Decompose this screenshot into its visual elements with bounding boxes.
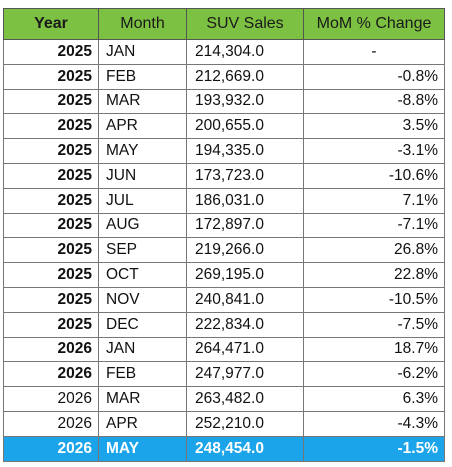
table-row: 2025 DEC 222,834.0 -7.5% xyxy=(3,311,445,338)
table-cell: 18.7% xyxy=(303,336,445,363)
table-cell: APR xyxy=(98,410,187,437)
table-cell: -10.6% xyxy=(303,162,445,189)
column-header: SUV Sales xyxy=(186,8,304,40)
table-cell: JAN xyxy=(98,336,187,363)
table-cell: 2025 xyxy=(3,311,99,338)
table-body: 2025 JAN 214,304.0-2025 FEB 212,669.0 -0.8% 20… xyxy=(3,39,445,462)
table-cell: 269,195.0 xyxy=(186,262,304,288)
table-cell: 172,897.0 xyxy=(186,212,304,239)
table-cell: APR xyxy=(98,113,187,140)
table-row: 2026 JAN 264,471.0 18.7% xyxy=(3,336,445,363)
table-cell: FEB xyxy=(98,361,187,388)
table-cell: 2025 xyxy=(3,162,99,189)
table-cell: 247,977.0 xyxy=(186,361,304,388)
table-cell: DEC xyxy=(98,311,187,338)
table-cell: 2025 xyxy=(3,138,99,164)
table-cell: MAR xyxy=(98,88,187,115)
table-cell: -0.8% xyxy=(303,63,445,90)
table-cell: OCT xyxy=(98,262,187,288)
table-cell: 22.8% xyxy=(303,262,445,288)
table-cell: 240,841.0 xyxy=(186,286,304,313)
table-row: 2026 FEB 247,977.0 -6.2% xyxy=(3,361,445,388)
table-cell: SEP xyxy=(98,237,187,264)
table-row: 2026 MAR 263,482.0 6.3% xyxy=(3,386,445,412)
table-row: 2025 AUG 172,897.0 -7.1% xyxy=(3,212,445,239)
table-container: Year Month SUV Sales MoM % Change 2025 JAN 21… xyxy=(3,8,445,462)
table-cell: 2026 xyxy=(3,386,99,412)
table-cell: 2026 xyxy=(3,336,99,363)
table-cell: 7.1% xyxy=(303,187,445,214)
table-cell: - xyxy=(303,39,445,65)
table-row: 2025 SEP 219,266.0 26.8% xyxy=(3,237,445,264)
sales-table: Year Month SUV Sales MoM % Change 2025 JAN 21… xyxy=(3,8,445,462)
header-row: Year Month SUV Sales MoM % Change xyxy=(3,8,445,40)
table-cell: 2025 xyxy=(3,237,99,264)
table-row: 2025 OCT 269,195.0 22.8% xyxy=(3,262,445,288)
column-header: Month xyxy=(98,8,187,40)
table-row: 2026 APR 252,210.0 -4.3% xyxy=(3,410,445,437)
table-cell: 3.5% xyxy=(303,113,445,140)
table-cell: JUN xyxy=(98,162,187,189)
table-cell: 2025 xyxy=(3,39,99,65)
table-cell: 194,335.0 xyxy=(186,138,304,164)
table-cell: 2026 xyxy=(3,435,99,462)
table-cell: -3.1% xyxy=(303,138,445,164)
table-cell: FEB xyxy=(98,63,187,90)
table-cell: -1.5% xyxy=(303,435,445,462)
table-cell: 2026 xyxy=(3,361,99,388)
table-cell: 248,454.0 xyxy=(186,435,304,462)
table-cell: 264,471.0 xyxy=(186,336,304,363)
table-cell: 2025 xyxy=(3,286,99,313)
table-cell: NOV xyxy=(98,286,187,313)
table-row: 2025 FEB 212,669.0 -0.8% xyxy=(3,63,445,90)
table-cell: -7.5% xyxy=(303,311,445,338)
table-cell: 214,304.0 xyxy=(186,39,304,65)
table-row: 2025 APR 200,655.0 3.5% xyxy=(3,113,445,140)
table-row: 2026 MAY 248,454.0 -1.5% xyxy=(3,435,445,462)
table-cell: 200,655.0 xyxy=(186,113,304,140)
table-cell: MAY xyxy=(98,138,187,164)
table-cell: AUG xyxy=(98,212,187,239)
table-cell: 263,482.0 xyxy=(186,386,304,412)
table-cell: 252,210.0 xyxy=(186,410,304,437)
table-cell: MAR xyxy=(98,386,187,412)
table-cell: 222,834.0 xyxy=(186,311,304,338)
table-cell: -7.1% xyxy=(303,212,445,239)
table-cell: 2026 xyxy=(3,410,99,437)
table-cell: JAN xyxy=(98,39,187,65)
table-row: 2025 JUL 186,031.0 7.1% xyxy=(3,187,445,214)
table-cell: 193,932.0 xyxy=(186,88,304,115)
column-header: MoM % Change xyxy=(303,8,445,40)
table-cell: 2025 xyxy=(3,262,99,288)
table-cell: -10.5% xyxy=(303,286,445,313)
column-header: Year xyxy=(3,8,99,40)
table-cell: 2025 xyxy=(3,88,99,115)
table-cell: -8.8% xyxy=(303,88,445,115)
table-cell: 26.8% xyxy=(303,237,445,264)
table-cell: 212,669.0 xyxy=(186,63,304,90)
table-cell: 2025 xyxy=(3,212,99,239)
table-cell: 219,266.0 xyxy=(186,237,304,264)
table-header: Year Month SUV Sales MoM % Change xyxy=(3,8,445,40)
table-cell: -6.2% xyxy=(303,361,445,388)
table-cell: JUL xyxy=(98,187,187,214)
table-cell: 2025 xyxy=(3,63,99,90)
table-cell: MAY xyxy=(98,435,187,462)
table-row: 2025 MAR 193,932.0 -8.8% xyxy=(3,88,445,115)
table-row: 2025 JUN 173,723.0 -10.6% xyxy=(3,162,445,189)
table-cell: 2025 xyxy=(3,187,99,214)
table-cell: 173,723.0 xyxy=(186,162,304,189)
table-cell: 2025 xyxy=(3,113,99,140)
table-cell: 6.3% xyxy=(303,386,445,412)
table-row: 2025 MAY 194,335.0 -3.1% xyxy=(3,138,445,164)
table-row: 2025 NOV 240,841.0 -10.5% xyxy=(3,286,445,313)
table-cell: 186,031.0 xyxy=(186,187,304,214)
table-row: 2025 JAN 214,304.0- xyxy=(3,39,445,65)
table-cell: -4.3% xyxy=(303,410,445,437)
